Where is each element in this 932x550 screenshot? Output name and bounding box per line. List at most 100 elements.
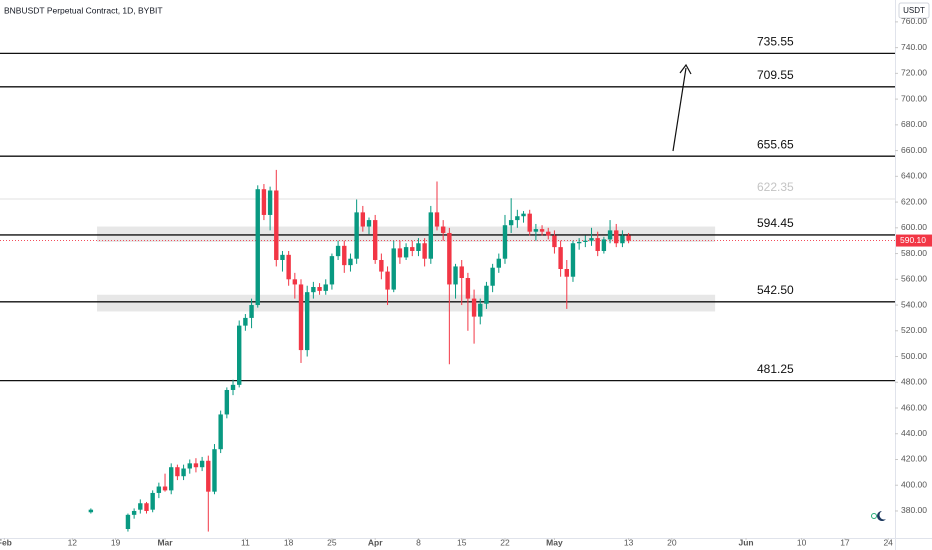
candle-body xyxy=(323,284,328,291)
x-tick-label: 17 xyxy=(840,537,850,547)
candle-body xyxy=(274,190,279,260)
candle-body xyxy=(403,247,409,258)
candle-body xyxy=(447,232,452,285)
y-tick-label: 680.00 xyxy=(901,119,927,129)
level-label: 709.55 xyxy=(757,68,794,82)
candle-body xyxy=(237,325,242,385)
candle-body xyxy=(434,212,440,227)
candle-body xyxy=(397,248,403,258)
x-tick-label: 25 xyxy=(327,537,337,547)
faint-level-label: 622.35 xyxy=(757,180,794,194)
level-label: 481.25 xyxy=(757,362,794,376)
candle-body xyxy=(379,259,384,272)
candle-body xyxy=(335,245,341,257)
candle-body xyxy=(471,298,477,317)
levels: 622.35 735.55 709.55 655.65 594.45 542.50 481.… xyxy=(0,35,895,382)
candle-body xyxy=(342,245,347,266)
candle-body xyxy=(144,503,149,511)
currency-box[interactable] xyxy=(898,2,930,19)
level-label: 594.45 xyxy=(757,216,794,230)
y-tick-label: 620.00 xyxy=(901,196,927,206)
candles xyxy=(88,169,631,532)
x-tick-label: 8 xyxy=(416,537,421,547)
currency[interactable]: USDT xyxy=(903,6,925,15)
candle-body xyxy=(267,190,273,215)
candle-body xyxy=(255,189,260,306)
x-tick-label: 15 xyxy=(457,537,467,547)
last-price-box xyxy=(896,234,932,247)
candle-body xyxy=(366,220,372,227)
candle-body xyxy=(508,220,514,226)
candle-body xyxy=(286,254,291,280)
candle-body xyxy=(224,389,230,415)
candle-body xyxy=(422,243,427,259)
candle-body xyxy=(261,189,267,215)
candle-body xyxy=(88,509,94,513)
y-tick-label: 600.00 xyxy=(901,222,927,232)
candle-body xyxy=(280,254,285,260)
y-tick-label: 580.00 xyxy=(901,248,927,258)
candle-body xyxy=(552,235,557,248)
candle-body xyxy=(181,468,186,477)
candle-body xyxy=(515,216,520,221)
candle-body xyxy=(620,235,625,244)
candle-body xyxy=(206,460,211,492)
candle-body xyxy=(230,384,236,390)
candle-body xyxy=(558,247,563,269)
candle-body xyxy=(243,317,248,326)
candle-body xyxy=(138,503,143,510)
candle-body xyxy=(212,449,217,492)
candle-body xyxy=(292,279,298,285)
candle-body xyxy=(391,248,396,290)
x-tick-label: 19 xyxy=(111,537,121,547)
level-label: 542.50 xyxy=(757,283,794,297)
candle-body xyxy=(521,213,526,217)
x-tick-label: 11 xyxy=(241,537,250,547)
candle-body xyxy=(576,241,582,244)
candle-body xyxy=(187,463,192,469)
candle-body xyxy=(546,231,551,236)
candle-body xyxy=(595,238,600,251)
y-tick-label: 560.00 xyxy=(901,274,927,284)
candle-body xyxy=(199,460,205,468)
y-tick-label: 520.00 xyxy=(901,325,927,335)
y-tick-label: 640.00 xyxy=(901,171,927,181)
y-tick-label: 660.00 xyxy=(901,145,927,155)
candle-body xyxy=(490,267,495,286)
candle-body xyxy=(304,292,310,351)
candle-body xyxy=(589,238,594,241)
candle-body xyxy=(570,243,576,277)
y-tick-label: 500.00 xyxy=(901,351,927,361)
y-tick-label: 480.00 xyxy=(901,377,927,387)
candle-body xyxy=(169,467,174,491)
candle-body xyxy=(218,414,223,450)
candle-body xyxy=(626,235,631,241)
candle-body xyxy=(175,467,180,477)
y-tick-label: 440.00 xyxy=(901,428,927,438)
candle-body xyxy=(533,229,539,232)
x-tick-label: Apr xyxy=(368,537,383,547)
level-label: 735.55 xyxy=(757,35,794,49)
candle-body xyxy=(484,285,489,304)
y-tick-label: 760.00 xyxy=(901,16,927,26)
theme-icon[interactable] xyxy=(871,511,887,521)
candle-body xyxy=(354,212,359,259)
y-tick-label: 740.00 xyxy=(901,42,927,52)
x-tick-label: 18 xyxy=(284,537,294,547)
candle-body xyxy=(478,303,483,317)
candle-body xyxy=(465,278,471,299)
candle-body xyxy=(317,287,322,291)
chart-title: BNBUSDT Perpetual Contract, 1D, BYBIT xyxy=(4,5,163,15)
candle-body xyxy=(614,230,619,244)
candle-body xyxy=(601,239,607,251)
zone xyxy=(97,226,716,242)
x-tick-label: 10 xyxy=(797,537,807,547)
candle-body xyxy=(385,271,390,290)
candle-body xyxy=(125,514,131,529)
level-label: 655.65 xyxy=(757,137,794,151)
candle-body xyxy=(607,230,613,240)
y-tick-label: 540.00 xyxy=(901,299,927,309)
candle-body xyxy=(416,243,421,251)
candle-body xyxy=(459,266,464,279)
